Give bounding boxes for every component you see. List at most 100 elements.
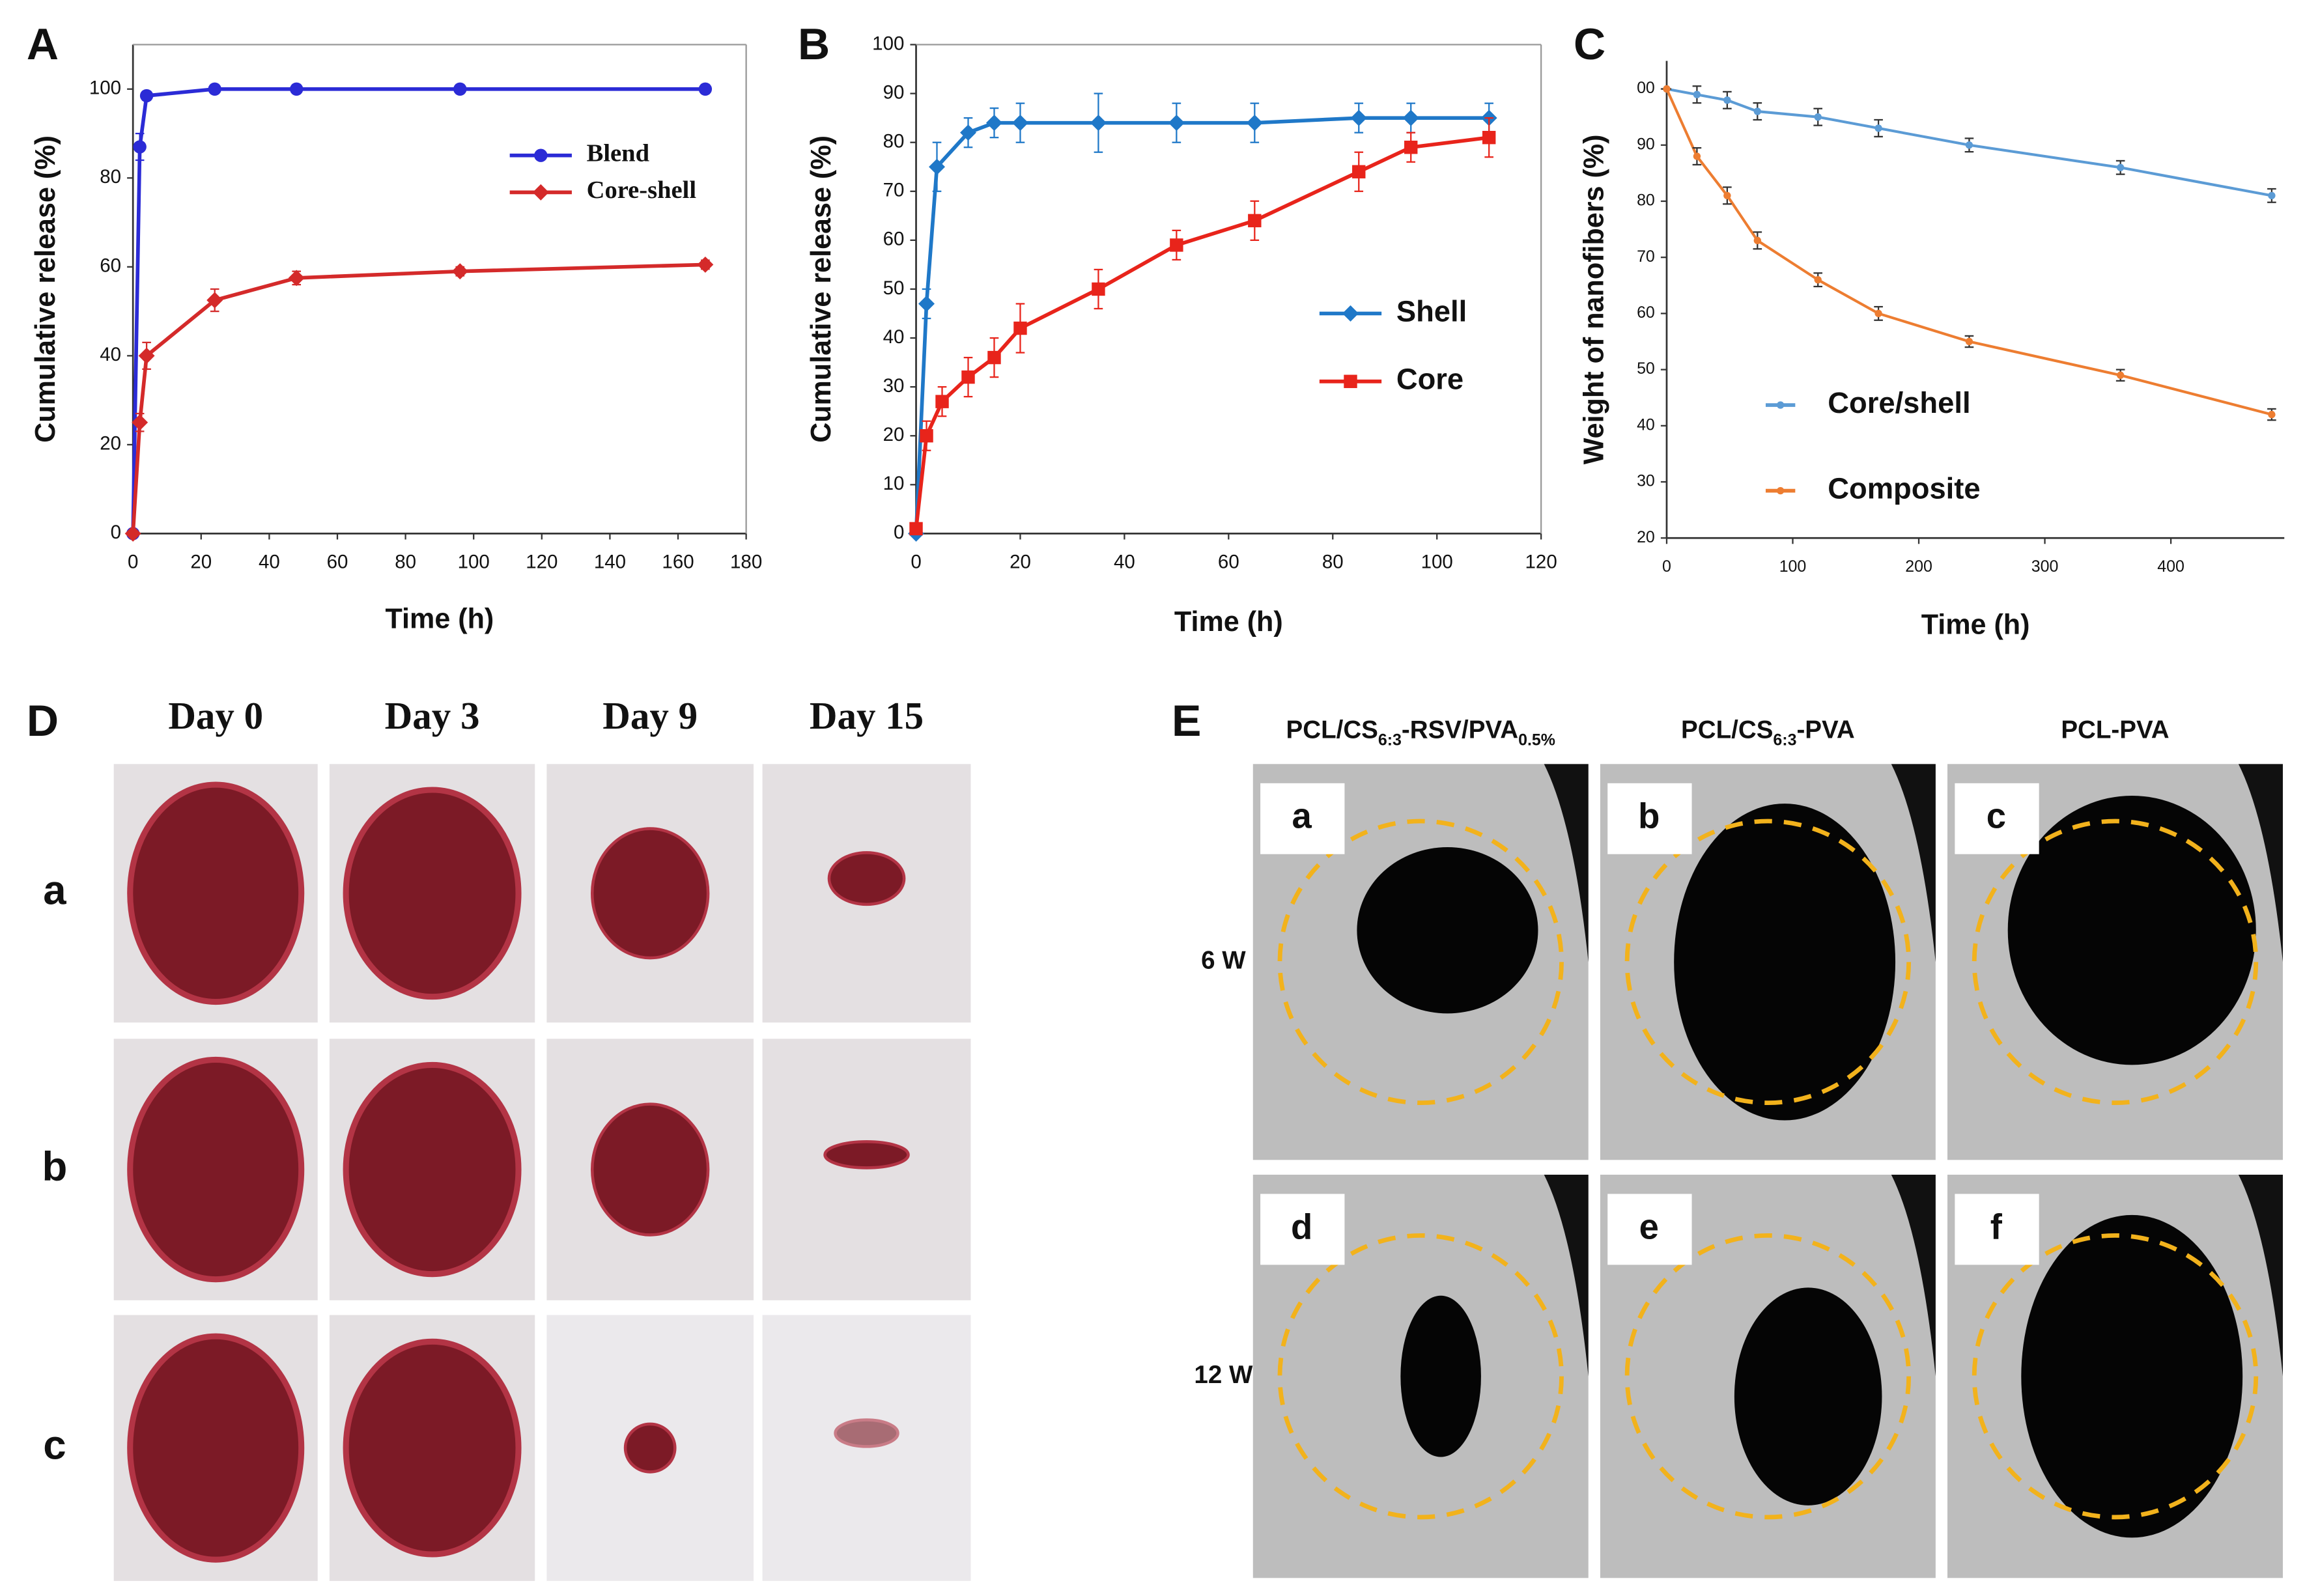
tile-label-box xyxy=(1955,1194,2039,1265)
row-label: 6 W xyxy=(1201,947,1246,975)
tile-label: f xyxy=(1990,1207,2003,1246)
y-tick-label: 60 xyxy=(1637,303,1655,322)
data-point xyxy=(208,82,221,96)
data-point xyxy=(987,350,1001,365)
image-edge xyxy=(2238,764,2283,962)
header-part: -PVA xyxy=(1796,716,1854,744)
panel-d: D Day 0 Day 3 Day 9 Day 15 a b c xyxy=(27,694,971,1581)
x-tick-label: 40 xyxy=(259,552,280,573)
data-point xyxy=(1874,124,1882,132)
data-point xyxy=(124,525,141,542)
legend-marker xyxy=(1776,486,1785,495)
data-point xyxy=(1090,115,1107,132)
y-axis-label: Weight of nanofibers (%) xyxy=(1578,134,1609,464)
data-point xyxy=(1693,91,1701,98)
wound xyxy=(127,1056,305,1283)
x-tick-label: 0 xyxy=(1662,557,1671,576)
data-point xyxy=(1753,107,1761,115)
y-axis-label: Cumulative release (%) xyxy=(30,135,61,443)
data-point xyxy=(1965,141,1973,149)
x-tick-label: 140 xyxy=(594,552,626,573)
defect xyxy=(1674,804,1896,1121)
defect xyxy=(2007,795,2256,1065)
y-tick-label: 80 xyxy=(1637,191,1655,210)
y-tick-label: 100 xyxy=(872,33,904,54)
data-point xyxy=(961,370,975,384)
data-point xyxy=(918,296,935,312)
tile-label-box xyxy=(1955,783,2039,854)
y-tick-label: 20 xyxy=(883,424,905,445)
data-point xyxy=(929,158,945,175)
data-point xyxy=(698,82,713,96)
data-point xyxy=(1482,130,1496,145)
x-tick-label: 80 xyxy=(395,552,416,573)
y-tick-label: 50 xyxy=(1637,359,1655,378)
data-point xyxy=(1693,152,1701,160)
data-point xyxy=(2268,410,2276,419)
wound xyxy=(590,827,710,960)
x-tick-label: 0 xyxy=(128,552,138,573)
panel-e: E PCL/CS6:3-RSV/PVA0.5% PCL/CS6:3-PVA PCL-P… xyxy=(1172,696,2283,1578)
y-tick-label: 60 xyxy=(100,255,121,277)
wound xyxy=(590,1102,710,1237)
defect-outline xyxy=(1277,1233,1564,1520)
day-label: Day 9 xyxy=(602,694,698,737)
legend-label: Core/shell xyxy=(1828,386,1970,419)
tile-label-box xyxy=(1260,1194,1345,1265)
wound xyxy=(343,1338,522,1558)
image-edge xyxy=(1891,764,1936,962)
image-edge xyxy=(1544,764,1589,962)
defect-outline xyxy=(1972,1233,2259,1520)
wound xyxy=(623,1422,677,1474)
data-point xyxy=(1248,214,1262,228)
data-point xyxy=(1350,109,1367,126)
tile-label-box xyxy=(1260,783,1345,854)
row-label: b xyxy=(42,1143,68,1190)
data-point xyxy=(1965,337,1973,346)
legend-label: Blend xyxy=(587,140,649,167)
y-tick-label: 30 xyxy=(1637,472,1655,490)
x-tick-label: 120 xyxy=(1525,552,1557,573)
defect xyxy=(1734,1287,1882,1505)
x-tick-label: 40 xyxy=(1114,552,1135,573)
chart: 0 10 20 30 40 50 60 70 80 90 100 0 20 40 60 80 100 120 Tim… xyxy=(798,20,1557,637)
image-edge xyxy=(2238,1174,2283,1377)
x-tick-label: 80 xyxy=(1322,552,1344,573)
row-label: a xyxy=(43,867,66,914)
data-point xyxy=(697,256,714,273)
data-point xyxy=(290,82,304,96)
defect-outline xyxy=(1972,819,2259,1106)
legend-label: Composite xyxy=(1828,472,1980,505)
data-point xyxy=(133,140,147,154)
data-point xyxy=(960,124,976,141)
defect-outline xyxy=(1277,819,1564,1106)
y-tick-label: 100 xyxy=(89,77,121,99)
image-edge xyxy=(1544,1174,1589,1377)
data-point xyxy=(1874,309,1882,318)
header-part: -RSV/PVA xyxy=(1402,716,1518,744)
tile-label: c xyxy=(1987,796,2006,836)
defect xyxy=(1400,1295,1481,1457)
data-point xyxy=(1814,113,1822,121)
data-point xyxy=(1168,115,1185,132)
panel-letter: C xyxy=(1574,20,1605,69)
header-part: PCL/CS xyxy=(1286,716,1378,744)
data-point xyxy=(138,347,155,364)
data-point xyxy=(1753,236,1761,245)
column-header: PCL/CS6:3-PVA xyxy=(1681,716,1855,749)
y-tick-label: 40 xyxy=(883,326,905,348)
data-point xyxy=(935,395,949,408)
data-point xyxy=(1404,141,1418,154)
data-point xyxy=(1663,85,1671,93)
y-tick-label: 70 xyxy=(883,180,905,201)
data-point xyxy=(1402,109,1419,126)
legend-marker xyxy=(1776,401,1785,409)
wound xyxy=(127,1333,305,1563)
data-point xyxy=(453,82,467,96)
day-label: Day 0 xyxy=(168,694,263,737)
x-tick-label: 160 xyxy=(662,552,694,573)
legend-marker xyxy=(532,184,549,201)
data-point xyxy=(1170,238,1183,252)
